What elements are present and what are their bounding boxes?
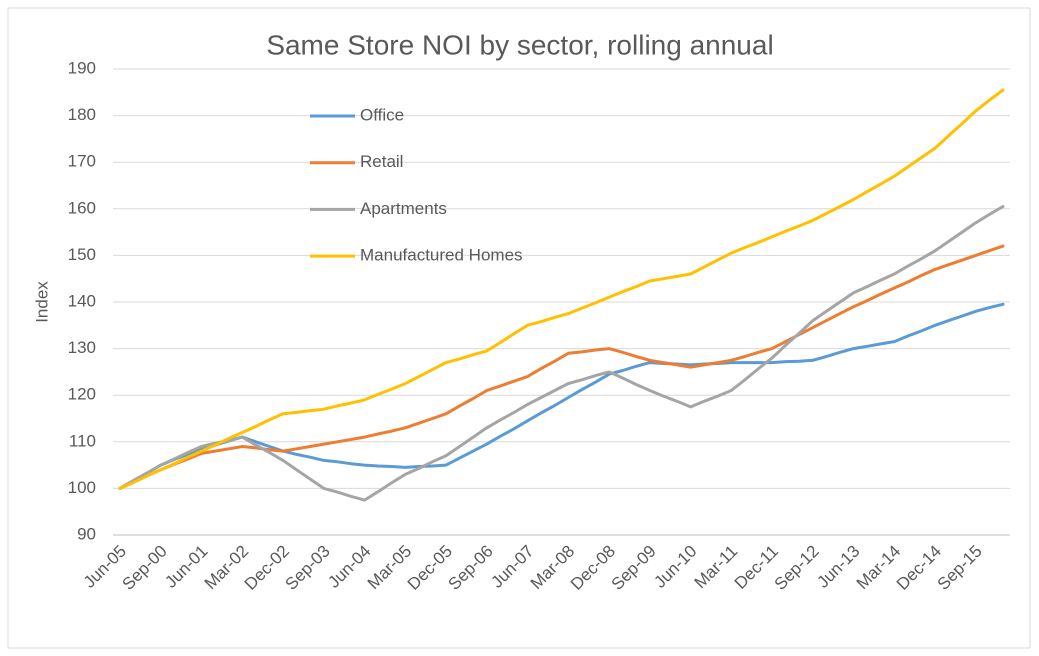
y-tick-label: 150: [68, 245, 96, 264]
series-line: [118, 244, 1005, 490]
y-tick-label: 90: [77, 524, 96, 543]
y-tick-label: 190: [68, 58, 96, 77]
y-tick-label: 100: [68, 478, 96, 497]
y-axis-label: Index: [32, 281, 51, 323]
y-tick-label: 110: [69, 431, 96, 450]
legend-label: Office: [360, 105, 404, 124]
legend-label: Manufactured Homes: [360, 246, 523, 265]
y-tick-label: 170: [68, 152, 96, 171]
y-tick-label: 160: [68, 198, 96, 217]
series-line: [118, 88, 1005, 490]
chart-border: [7, 7, 1031, 649]
chart-title: Same Store NOI by sector, rolling annual: [266, 29, 773, 60]
legend-label: Apartments: [360, 199, 447, 218]
series-line: [118, 302, 1005, 490]
legend-label: Retail: [360, 152, 403, 171]
y-tick-label: 140: [68, 291, 96, 310]
series-line: [118, 205, 1005, 502]
y-tick-label: 120: [68, 385, 96, 404]
y-tick-label: 130: [68, 338, 96, 357]
y-tick-label: 180: [68, 105, 96, 124]
